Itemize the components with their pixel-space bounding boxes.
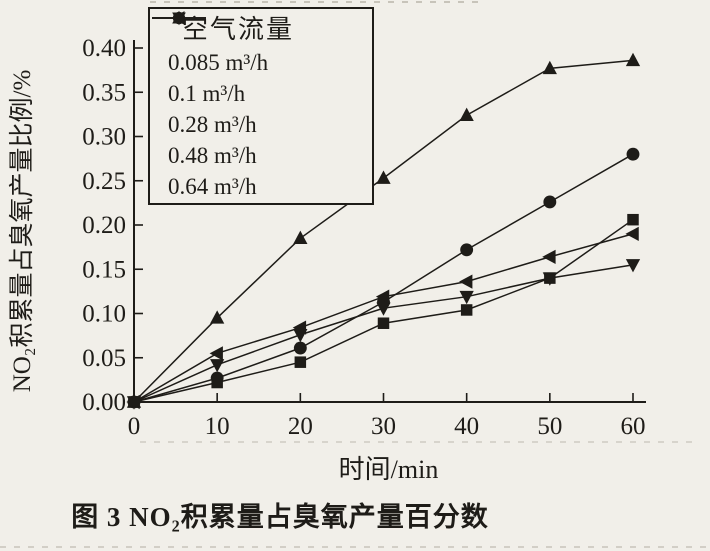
axes: 0 10 20 30 40 50 60 0.00 0.05 0.10 0.15 0.20 0.25 0.3… [82, 35, 646, 440]
square-marker [294, 356, 307, 368]
circle-marker [293, 341, 307, 355]
triangle-left-marker [625, 226, 639, 241]
triangle-left-marker [375, 289, 390, 304]
legend-item: 0.28 m³/h [150, 10, 372, 140]
legend-items: 0.085 m³/h 0.1 m³/h 0.28 m³/h 0.48 m³/h 0.64… [150, 10, 372, 202]
legend-label: 0.28 m³/h [168, 111, 257, 137]
triangle-up-marker [459, 107, 474, 122]
triangle-down-marker [625, 259, 641, 273]
y-tick-label: 0.40 [82, 35, 126, 62]
y-tick-label: 0.20 [82, 212, 126, 239]
y-tick-label: 0.05 [82, 345, 126, 372]
circle-marker [543, 195, 557, 209]
triangle-up-marker [376, 170, 391, 184]
square-marker [377, 317, 390, 329]
legend-title: 空气流量 [182, 15, 295, 44]
triangle-down-marker [459, 290, 474, 305]
scan-artifact [150, 1, 480, 3]
triangle-up-marker [625, 52, 641, 67]
legend-item: 0.085 m³/h [150, 12, 372, 78]
y-axis-title: NO₂积累量占臭氧产量比例/% [8, 70, 36, 393]
legend-label: 0.085 m³/h [168, 49, 269, 75]
x-tick-label: 50 [537, 413, 562, 440]
triangle-up-marker [542, 60, 557, 75]
series-line [133, 264, 634, 403]
triangle-left-marker [209, 346, 223, 361]
legend-sample [152, 11, 206, 25]
legend-label: 0.48 m³/h [168, 142, 257, 168]
circle-marker [210, 371, 224, 385]
legend-label: 0.64 m³/h [168, 173, 257, 199]
scan-artifact [0, 546, 710, 548]
x-tick-label: 30 [371, 413, 396, 440]
triangle-left-marker [292, 320, 307, 335]
triangle-up-marker [293, 230, 308, 245]
legend: 空气流量 0.085 m³/h 0.1 m³/h 0.28 m³/h 0.48 m³/… [148, 7, 374, 205]
scan-artifact [140, 441, 700, 443]
x-tick-label: 40 [454, 413, 479, 440]
legend-item: 0.64 m³/h [150, 11, 372, 202]
legend-label: 0.1 m³/h [168, 80, 246, 106]
square-marker [627, 213, 639, 226]
circle-marker [626, 147, 640, 161]
square-marker [460, 304, 473, 316]
x-tick-label: 10 [205, 413, 230, 440]
x-tick-label: 20 [288, 413, 313, 440]
x-tick-label: 0 [128, 413, 141, 440]
series-0.64 [126, 226, 639, 410]
triangle-left-marker [459, 274, 473, 289]
triangle-left-marker [126, 394, 140, 410]
triangle-down-marker [376, 302, 391, 316]
y-tick-label: 0.25 [82, 168, 126, 195]
legend-item: 0.48 m³/h [150, 12, 372, 171]
series-0.48 [126, 259, 641, 410]
y-tick-label: 0.30 [82, 124, 126, 151]
y-tick-label: 0.35 [82, 79, 126, 106]
x-tick-label: 60 [621, 413, 646, 440]
triangle-up-marker [210, 310, 225, 324]
triangle-left-marker [542, 249, 556, 264]
y-tick-label: 0.10 [82, 301, 126, 328]
figure-caption: 图 3 NO₂积累量占臭氧产量百分数 [71, 502, 489, 532]
series-0.28 [126, 52, 641, 408]
circle-marker [460, 243, 474, 257]
triangle-down-marker [542, 272, 557, 286]
y-tick-label: 0.15 [82, 256, 126, 283]
legend-item: 0.1 m³/h [150, 11, 372, 109]
x-axis-title: 时间/min [339, 455, 439, 484]
triangle-down-marker [210, 359, 225, 373]
y-tick-label: 0.00 [82, 389, 126, 416]
triangle-left-marker [171, 11, 185, 25]
